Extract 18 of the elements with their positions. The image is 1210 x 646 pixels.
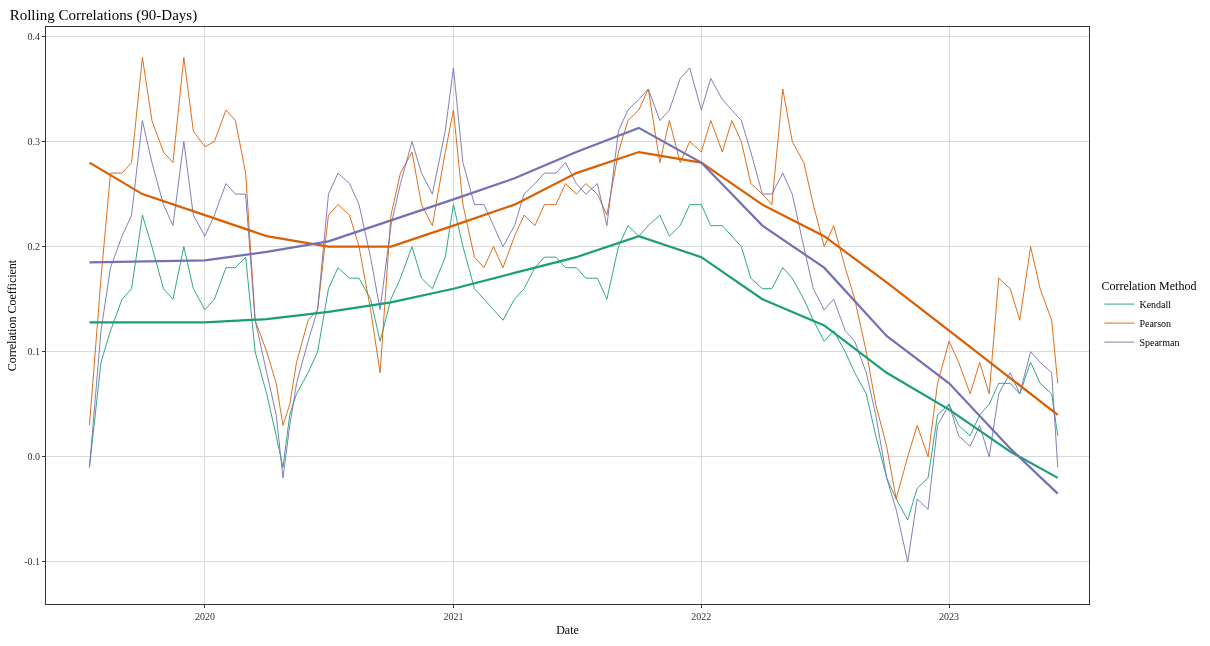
x-tick-label: 2023 (939, 611, 960, 622)
y-tick-label: 0.0 (27, 451, 40, 463)
y-tick-label: -0.1 (24, 556, 40, 568)
x-tick-label: 2020 (194, 611, 215, 622)
y-tick-label: 0.2 (27, 241, 40, 253)
line-series (89, 204, 1059, 521)
x-tick-label: 2021 (443, 611, 464, 622)
legend-label: Pearson (1139, 318, 1172, 329)
x-tick-label: 2022 (691, 611, 712, 622)
legend-label: Spearman (1139, 337, 1180, 348)
legend-title: Correlation Method (1101, 278, 1197, 293)
y-tick-label: 0.1 (27, 346, 40, 358)
y-tick-label: 0.3 (27, 136, 40, 148)
legend-label: Kendall (1139, 299, 1172, 310)
chart-title: Rolling Correlations (90-Days) (9, 7, 198, 25)
x-axis-title: Date (556, 622, 579, 637)
y-axis-title: Correlation Coefficient (5, 259, 20, 372)
y-tick-label: 0.4 (27, 30, 40, 42)
